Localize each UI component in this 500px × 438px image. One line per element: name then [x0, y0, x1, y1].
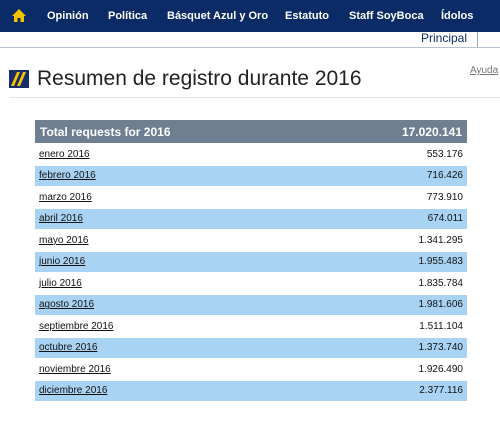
separator	[477, 32, 478, 48]
table-row: febrero 2016 716.426	[35, 165, 467, 187]
month-link[interactable]: marzo 2016	[39, 191, 92, 203]
request-count: 1.835.784	[418, 277, 464, 289]
table-row: septiembre 2016 1.511.104	[35, 316, 467, 338]
logo-icon	[9, 70, 29, 88]
request-count: 674.011	[427, 213, 463, 225]
month-link[interactable]: septiembre 2016	[39, 320, 114, 332]
request-count: 1.981.606	[418, 299, 464, 311]
table-row: abril 2016 674.011	[35, 208, 467, 230]
table-row: diciembre 2016 2.377.116	[35, 380, 467, 402]
month-link[interactable]: abril 2016	[39, 213, 83, 225]
table-row: mayo 2016 1.341.295	[35, 230, 467, 252]
month-link[interactable]: febrero 2016	[39, 170, 96, 182]
request-count: 1.511.104	[419, 320, 463, 332]
month-link[interactable]: octubre 2016	[39, 342, 98, 354]
table-row: marzo 2016 773.910	[35, 187, 467, 209]
request-count: 773.910	[426, 191, 463, 203]
divider	[0, 47, 500, 48]
divider	[10, 97, 500, 98]
table-row: octubre 2016 1.373.740	[35, 337, 467, 359]
request-count: 1.955.483	[418, 256, 464, 268]
month-link[interactable]: julio 2016	[39, 277, 82, 289]
page-title: Resumen de registro durante 2016	[37, 67, 362, 90]
nav-item[interactable]: Básquet Azul y Oro	[167, 10, 269, 22]
tab[interactable]: Principal	[421, 31, 468, 45]
month-link[interactable]: mayo 2016	[39, 234, 89, 246]
home-icon[interactable]	[11, 8, 27, 23]
table-row: agosto 2016 1.981.606	[35, 294, 467, 316]
month-link[interactable]: noviembre 2016	[39, 363, 111, 375]
month-link[interactable]: agosto 2016	[39, 299, 95, 311]
header-label: Total requests for 2016	[40, 124, 171, 139]
help-link[interactable]: Ayuda	[470, 65, 499, 76]
nav-bar: Opinión Política Básquet Azul y Oro Estatut…	[0, 0, 500, 32]
request-count: 553.176	[426, 148, 463, 160]
request-count: 1.341.295	[418, 234, 464, 246]
table-row: junio 2016 1.955.483	[35, 251, 467, 273]
month-link[interactable]: diciembre 2016	[39, 385, 108, 397]
month-link[interactable]: enero 2016	[39, 148, 90, 160]
nav-item[interactable]: Staff SoyBoca	[349, 10, 424, 22]
request-count: 1.373.740	[418, 342, 464, 354]
table-header: Total requests for 2016 17.020.141	[35, 120, 467, 144]
nav-item[interactable]: Ídolos	[441, 10, 474, 22]
month-link[interactable]: junio 2016	[39, 256, 86, 268]
nav-item[interactable]: Estatuto	[285, 10, 329, 22]
request-count: 2.377.116	[419, 385, 463, 397]
nav-item[interactable]: Política	[108, 10, 148, 22]
nav-item[interactable]: Opinión	[47, 10, 89, 22]
table-row: noviembre 2016 1.926.490	[35, 359, 467, 381]
request-count: 716.426	[426, 170, 463, 182]
header-total: 17.020.141	[401, 124, 462, 139]
stats-table: Total requests for 2016 17.020.141 enero…	[35, 120, 467, 402]
table-row: julio 2016 1.835.784	[35, 273, 467, 295]
table-row: enero 2016 553.176	[35, 144, 467, 166]
request-count: 1.926.490	[418, 363, 464, 375]
